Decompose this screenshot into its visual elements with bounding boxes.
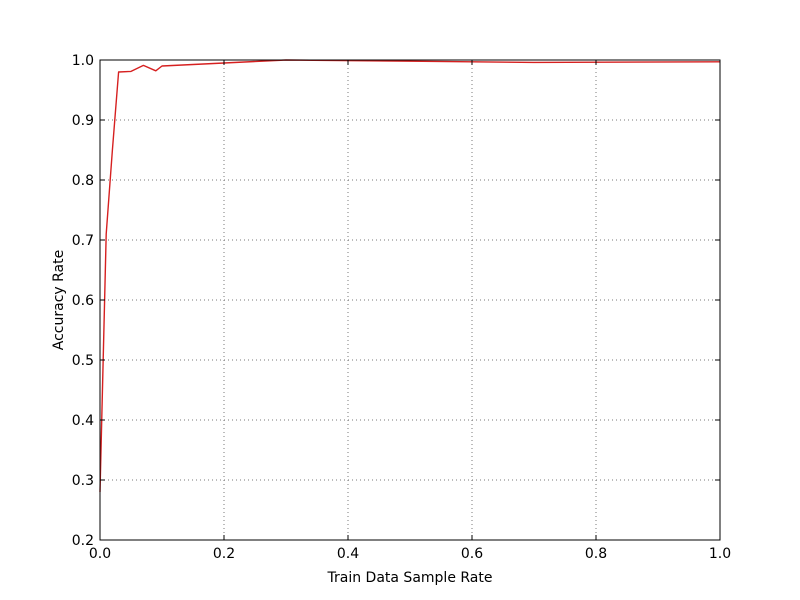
x-axis-tick-labels: 0.0 0.2 0.4 0.6 0.8 1.0	[89, 546, 731, 562]
y-tick-label: 0.3	[72, 473, 94, 489]
grid	[100, 60, 720, 540]
series-line	[99, 59, 721, 493]
y-axis-label: Accuracy Rate	[51, 250, 67, 350]
axis-ticks	[99, 59, 721, 541]
y-tick-label: 0.7	[72, 233, 94, 249]
x-tick-label: 0.0	[89, 546, 111, 562]
x-tick-label: 0.2	[213, 546, 235, 562]
y-tick-label: 0.9	[72, 113, 94, 129]
x-tick-label: 0.6	[461, 546, 483, 562]
y-tick-label: 0.6	[72, 293, 94, 309]
x-tick-label: 0.4	[337, 546, 359, 562]
y-tick-label: 0.8	[72, 173, 94, 189]
y-tick-label: 0.5	[72, 353, 94, 369]
x-tick-label: 0.8	[585, 546, 607, 562]
y-tick-label: 0.4	[72, 413, 94, 429]
y-axis-tick-labels: 0.2 0.3 0.4 0.5 0.6 0.7 0.8 0.9 1.0	[72, 53, 94, 549]
y-tick-label: 1.0	[72, 53, 94, 69]
series-layer	[99, 59, 721, 493]
x-axis-label: Train Data Sample Rate	[327, 570, 493, 586]
x-tick-label: 1.0	[709, 546, 731, 562]
y-tick-label: 0.2	[72, 533, 94, 549]
